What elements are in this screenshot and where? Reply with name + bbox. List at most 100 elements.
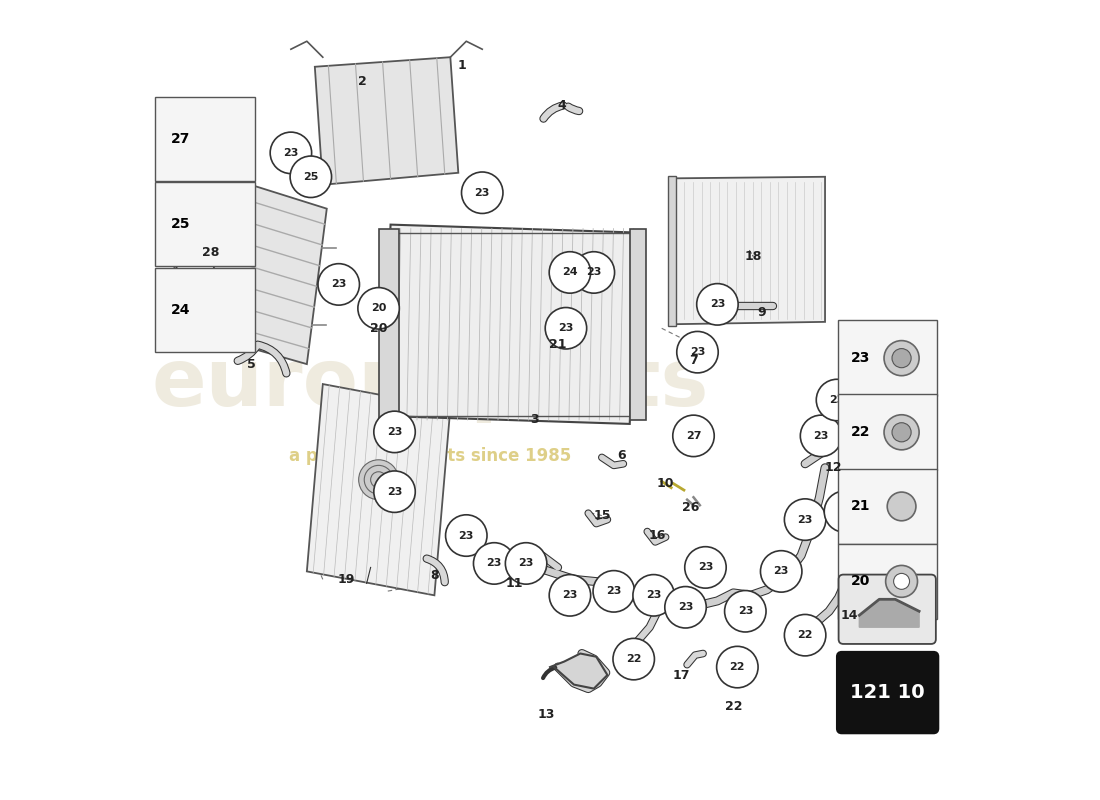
Text: 27: 27 <box>685 431 702 441</box>
Circle shape <box>573 252 615 293</box>
Circle shape <box>175 256 216 297</box>
Text: 23: 23 <box>387 486 403 497</box>
Circle shape <box>364 466 393 494</box>
Text: 1: 1 <box>458 58 466 72</box>
Circle shape <box>374 471 416 513</box>
Circle shape <box>801 415 842 457</box>
Circle shape <box>359 460 398 500</box>
Polygon shape <box>167 165 327 364</box>
Circle shape <box>784 614 826 656</box>
Text: 4: 4 <box>558 98 566 111</box>
Circle shape <box>462 172 503 214</box>
Text: 27: 27 <box>170 132 190 146</box>
Polygon shape <box>383 225 638 424</box>
Text: 23: 23 <box>283 148 298 158</box>
Text: 9: 9 <box>757 306 766 319</box>
Polygon shape <box>315 57 459 185</box>
Polygon shape <box>670 177 825 324</box>
Text: 25: 25 <box>170 218 190 231</box>
Circle shape <box>760 550 802 592</box>
Text: 23: 23 <box>606 586 621 596</box>
Text: 3: 3 <box>530 414 538 426</box>
Text: 6: 6 <box>617 450 626 462</box>
Circle shape <box>632 574 674 616</box>
Circle shape <box>358 287 399 329</box>
Text: 23: 23 <box>474 188 490 198</box>
Circle shape <box>884 414 920 450</box>
Text: 23: 23 <box>798 514 813 525</box>
Circle shape <box>725 590 766 632</box>
Circle shape <box>446 515 487 556</box>
Circle shape <box>371 472 386 488</box>
Circle shape <box>684 546 726 588</box>
Text: 13: 13 <box>537 709 554 722</box>
Circle shape <box>473 542 515 584</box>
FancyBboxPatch shape <box>378 229 398 420</box>
Text: 28: 28 <box>202 246 220 259</box>
Text: 26: 26 <box>682 501 700 514</box>
Text: 23: 23 <box>486 558 502 569</box>
Circle shape <box>824 491 866 532</box>
Text: 20: 20 <box>851 574 871 588</box>
Text: 18: 18 <box>745 250 762 263</box>
Text: 25: 25 <box>187 271 202 282</box>
Text: 24: 24 <box>562 267 578 278</box>
Polygon shape <box>307 384 450 595</box>
Circle shape <box>716 646 758 688</box>
FancyBboxPatch shape <box>838 574 936 644</box>
Circle shape <box>613 638 654 680</box>
FancyBboxPatch shape <box>838 320 937 396</box>
Circle shape <box>374 411 416 453</box>
Circle shape <box>892 422 911 442</box>
Circle shape <box>892 349 911 368</box>
Text: 23: 23 <box>690 347 705 357</box>
Circle shape <box>593 570 635 612</box>
Circle shape <box>673 415 714 457</box>
Text: 23: 23 <box>813 431 828 441</box>
Text: 22: 22 <box>626 654 641 664</box>
Text: 23: 23 <box>518 558 534 569</box>
Text: 5: 5 <box>246 358 255 370</box>
Text: 23: 23 <box>678 602 693 612</box>
Circle shape <box>290 156 331 198</box>
FancyBboxPatch shape <box>155 182 255 266</box>
Text: 23: 23 <box>738 606 754 616</box>
Text: 23: 23 <box>773 566 789 577</box>
Circle shape <box>696 284 738 325</box>
Text: 16: 16 <box>649 529 667 542</box>
Text: 23: 23 <box>829 395 845 405</box>
Text: 24: 24 <box>170 303 190 318</box>
Text: 121 10: 121 10 <box>850 683 925 702</box>
FancyBboxPatch shape <box>629 229 646 420</box>
Text: 14: 14 <box>840 609 858 622</box>
Circle shape <box>888 492 916 521</box>
Circle shape <box>884 341 920 376</box>
Text: 22: 22 <box>729 662 745 672</box>
Text: 7: 7 <box>689 354 697 366</box>
Text: 20: 20 <box>371 303 386 314</box>
Text: 23: 23 <box>697 562 713 573</box>
Text: 23: 23 <box>646 590 661 600</box>
Circle shape <box>893 574 910 590</box>
Text: 19: 19 <box>338 573 355 586</box>
Circle shape <box>886 566 917 598</box>
Circle shape <box>549 574 591 616</box>
FancyBboxPatch shape <box>155 97 255 181</box>
Text: 23: 23 <box>710 299 725 310</box>
Text: 21: 21 <box>549 338 566 350</box>
FancyBboxPatch shape <box>838 469 937 544</box>
Circle shape <box>271 132 311 174</box>
Text: 20: 20 <box>370 322 387 334</box>
Circle shape <box>505 542 547 584</box>
Text: 23: 23 <box>387 427 403 437</box>
Polygon shape <box>859 599 920 627</box>
FancyBboxPatch shape <box>837 652 938 734</box>
FancyBboxPatch shape <box>838 543 937 619</box>
Circle shape <box>676 331 718 373</box>
Text: 23: 23 <box>559 323 573 334</box>
FancyBboxPatch shape <box>155 269 255 352</box>
Circle shape <box>549 252 591 293</box>
Text: 23: 23 <box>562 590 578 600</box>
Text: a passion for parts since 1985: a passion for parts since 1985 <box>289 447 572 465</box>
Circle shape <box>546 307 586 349</box>
